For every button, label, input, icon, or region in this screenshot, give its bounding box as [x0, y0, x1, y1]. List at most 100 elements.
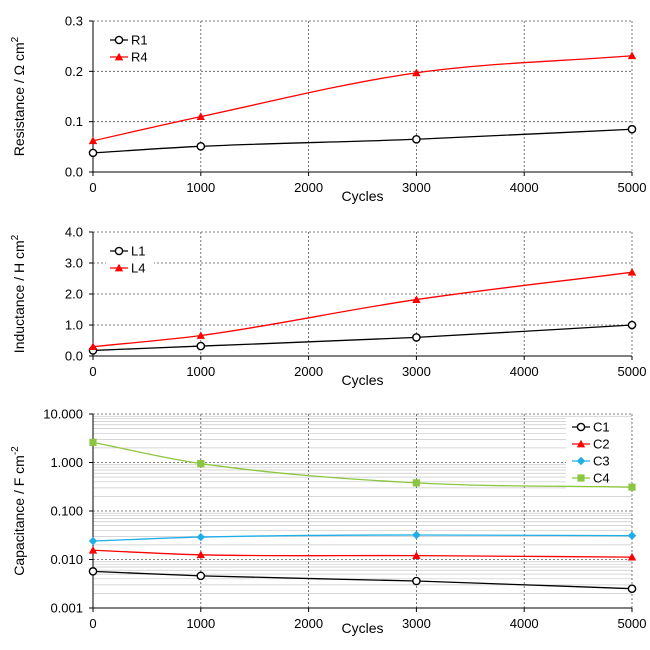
legend-label-L4: L4: [131, 261, 145, 276]
series-line-C1: [92, 570, 633, 590]
x-tick-label: 5000: [618, 180, 647, 195]
series-L1: [88, 320, 637, 355]
x-tick-label: 1000: [186, 180, 215, 195]
y-tick-label: 10.000: [43, 407, 83, 422]
legend-marker-R4: [114, 52, 124, 61]
data-point-C4: [412, 479, 420, 487]
x-tick-label: 4000: [510, 180, 539, 195]
legend-label-C2: C2: [593, 437, 610, 452]
data-point-R1: [88, 148, 98, 158]
data-point-C1: [412, 576, 421, 586]
series-line-C4: [92, 441, 633, 488]
data-point-L1: [196, 341, 206, 351]
legend-marker-C1: [576, 422, 586, 432]
data-point-C2: [196, 550, 205, 559]
legend-label-C1: C1: [593, 420, 610, 435]
series-line-R1: [92, 128, 633, 154]
series-C4: [89, 438, 636, 491]
data-point-R4: [627, 51, 637, 60]
legend-label-L1: L1: [131, 244, 145, 259]
series-line-C2: [92, 549, 633, 558]
x-tick-label: 1000: [186, 364, 215, 379]
data-point-R1: [412, 134, 421, 144]
data-point-C3: [627, 531, 637, 540]
y-tick-label: 0.010: [50, 552, 83, 567]
data-point-C3: [196, 532, 205, 542]
data-point-R1: [196, 142, 206, 151]
legend-marker-C3: [576, 456, 586, 466]
x-tick-label: 4000: [510, 364, 539, 379]
y-axis-label: Resistance / Ω cm2: [10, 36, 27, 156]
x-tick-label: 0: [89, 364, 96, 379]
legend-label-C4: C4: [593, 471, 610, 486]
x-tick-label: 3000: [402, 180, 431, 195]
x-tick-label: 5000: [618, 364, 647, 379]
data-point-C3: [88, 536, 98, 546]
series-L4: [88, 268, 637, 351]
chart-panel-2: 0.0 1.0 2.0 3.0 4.0 0 1000 2000 3000 4000 5000 Cycl…: [10, 225, 646, 389]
data-point-C2: [412, 551, 421, 560]
y-tick-label: 2.0: [65, 287, 83, 302]
x-tick-label: 3000: [402, 364, 431, 379]
x-tick-label: 4000: [510, 616, 539, 631]
y-tick-label: 0.100: [50, 504, 83, 519]
data-point-R4: [412, 68, 421, 77]
legend-label-C3: C3: [593, 454, 610, 469]
series-line-L1: [92, 324, 633, 352]
x-tick-label: 0: [89, 616, 96, 631]
y-tick-label: 0.0: [65, 349, 83, 364]
legend-marker-L1: [114, 246, 124, 256]
y-axis-label: Inductance / H cm2: [10, 234, 27, 353]
x-tick-label: 2000: [294, 616, 323, 631]
legend-background: [566, 417, 631, 489]
legend-background: [106, 241, 154, 279]
y-tick-label: 4.0: [65, 225, 83, 240]
data-point-C1: [196, 571, 206, 581]
data-point-L1: [412, 333, 421, 342]
data-point-L4: [196, 331, 205, 339]
series-line-C3: [92, 534, 633, 542]
x-tick-label: 5000: [618, 616, 647, 631]
data-point-C3: [412, 530, 421, 540]
series-line-R4: [92, 55, 633, 142]
series-R4: [88, 51, 637, 145]
legend-marker-C2: [576, 439, 586, 448]
data-point-C2: [627, 552, 637, 561]
legend-marker-L4: [114, 263, 124, 272]
x-axis-label: Cycles: [341, 188, 383, 204]
x-tick-label: 0: [89, 180, 96, 195]
legend-label-R1: R1: [131, 33, 148, 48]
data-point-C2: [88, 546, 98, 554]
data-point-R4: [88, 136, 98, 145]
y-tick-label: 1.0: [65, 318, 83, 333]
y-tick-label: 1.000: [50, 455, 83, 470]
x-tick-label: 1000: [186, 616, 215, 631]
x-axis-label: Cycles: [341, 620, 383, 636]
series-line-L4: [92, 271, 633, 348]
x-axis-label: Cycles: [341, 372, 383, 388]
legend-background: [106, 30, 154, 68]
x-tick-label: 2000: [294, 364, 323, 379]
legend-label-R4: R4: [131, 50, 148, 65]
data-point-L4: [627, 268, 637, 276]
chart-panel-3: 0.001 0.010 0.100 1.000 10.000 0 1000 2000 3000 4…: [10, 407, 646, 637]
data-point-L1: [627, 320, 637, 330]
y-tick-label: 0.001: [50, 601, 83, 616]
chart-panel-1: 0.0 0.1 0.2 0.3 0 1000 2000 3000 4000 5000 Cycles R…: [10, 14, 646, 205]
data-point-R1: [627, 124, 637, 134]
series-C1: [88, 567, 637, 593]
data-point-C4: [628, 483, 636, 491]
series-R1: [88, 124, 637, 158]
y-axis-label: Capacitance / F cm-2: [10, 446, 27, 576]
legend-marker-R1: [114, 35, 124, 45]
data-point-C4: [89, 438, 97, 446]
x-tick-label: 3000: [402, 616, 431, 631]
y-tick-label: 0.3: [65, 14, 83, 29]
data-point-C1: [88, 567, 98, 576]
y-tick-label: 0.0: [65, 165, 83, 180]
series-C3: [88, 530, 637, 546]
data-point-R4: [196, 112, 205, 120]
data-point-C1: [627, 584, 637, 593]
data-point-C4: [197, 459, 205, 468]
